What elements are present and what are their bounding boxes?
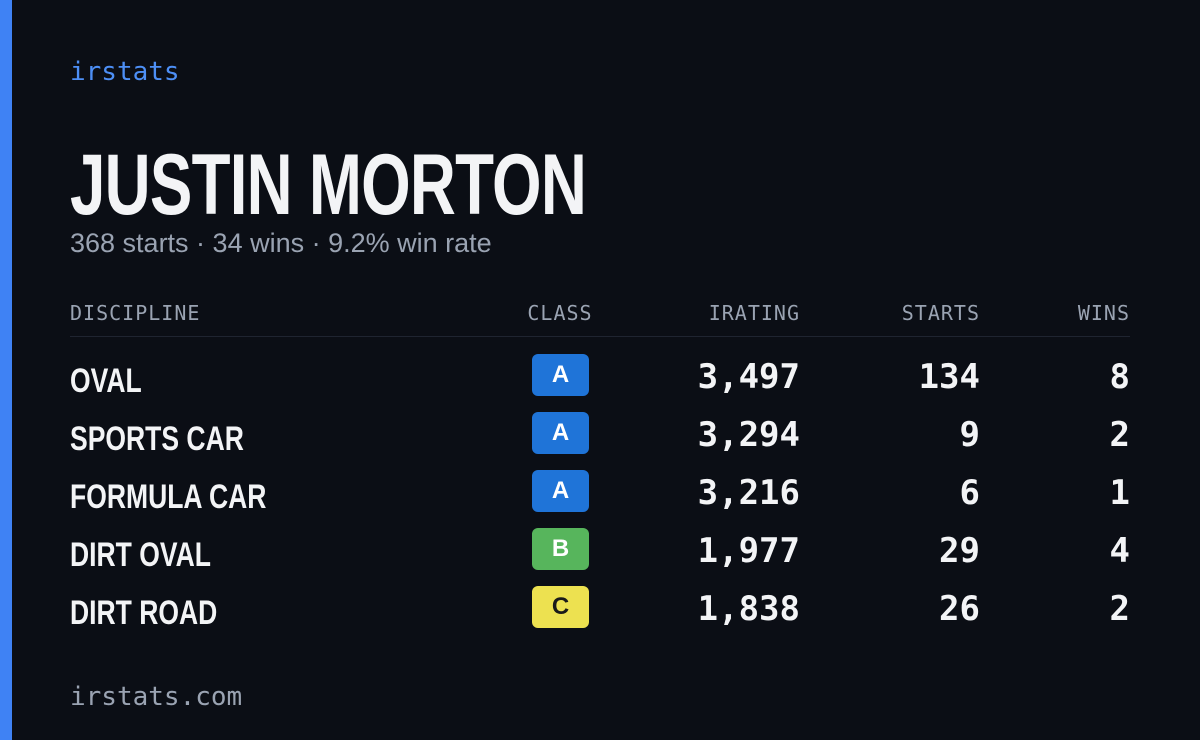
starts-cell: 9 [959, 415, 980, 455]
column-header: STARTS [901, 301, 980, 325]
irating-cell: 3,497 [697, 357, 800, 397]
wins-cell: 1 [1109, 473, 1130, 513]
starts-cell: 26 [939, 589, 980, 629]
starts-cell: 29 [939, 531, 980, 571]
class-badge: B [532, 528, 589, 570]
discipline: DIRT OVAL [70, 536, 211, 574]
class-badge: C [532, 586, 589, 628]
irating-cell: 3,294 [697, 415, 800, 455]
starts-cell: 134 [918, 357, 980, 397]
irating-cell: 1,838 [697, 589, 800, 629]
class-badge: A [532, 412, 589, 454]
wins-cell: 4 [1109, 531, 1130, 571]
wins-cell: 8 [1109, 357, 1130, 397]
wins-cell: 2 [1109, 415, 1130, 455]
accent-bar [0, 0, 12, 740]
brand: irstats [70, 57, 180, 87]
irating-cell: 3,216 [697, 473, 800, 513]
column-header: DISCIPLINE [70, 301, 201, 325]
discipline: DIRT ROAD [70, 594, 218, 632]
column-header: CLASS [527, 301, 593, 325]
wins-cell: 2 [1109, 589, 1130, 629]
column-header: IRATING [708, 301, 800, 325]
driver-name: JUSTIN MORTON [70, 137, 587, 233]
discipline: OVAL [70, 362, 142, 400]
footer: irstats.com [70, 682, 243, 712]
class-badge: A [532, 354, 589, 396]
column-header: WINS [1077, 301, 1130, 325]
discipline: SPORTS CAR [70, 420, 244, 458]
irating-cell: 1,977 [697, 531, 800, 571]
header-rule [70, 336, 1130, 337]
driver-summary: 368 starts · 34 wins · 9.2% win rate [70, 228, 492, 258]
discipline: FORMULA CAR [70, 478, 267, 516]
class-badge: A [532, 470, 589, 512]
starts-cell: 6 [959, 473, 980, 513]
